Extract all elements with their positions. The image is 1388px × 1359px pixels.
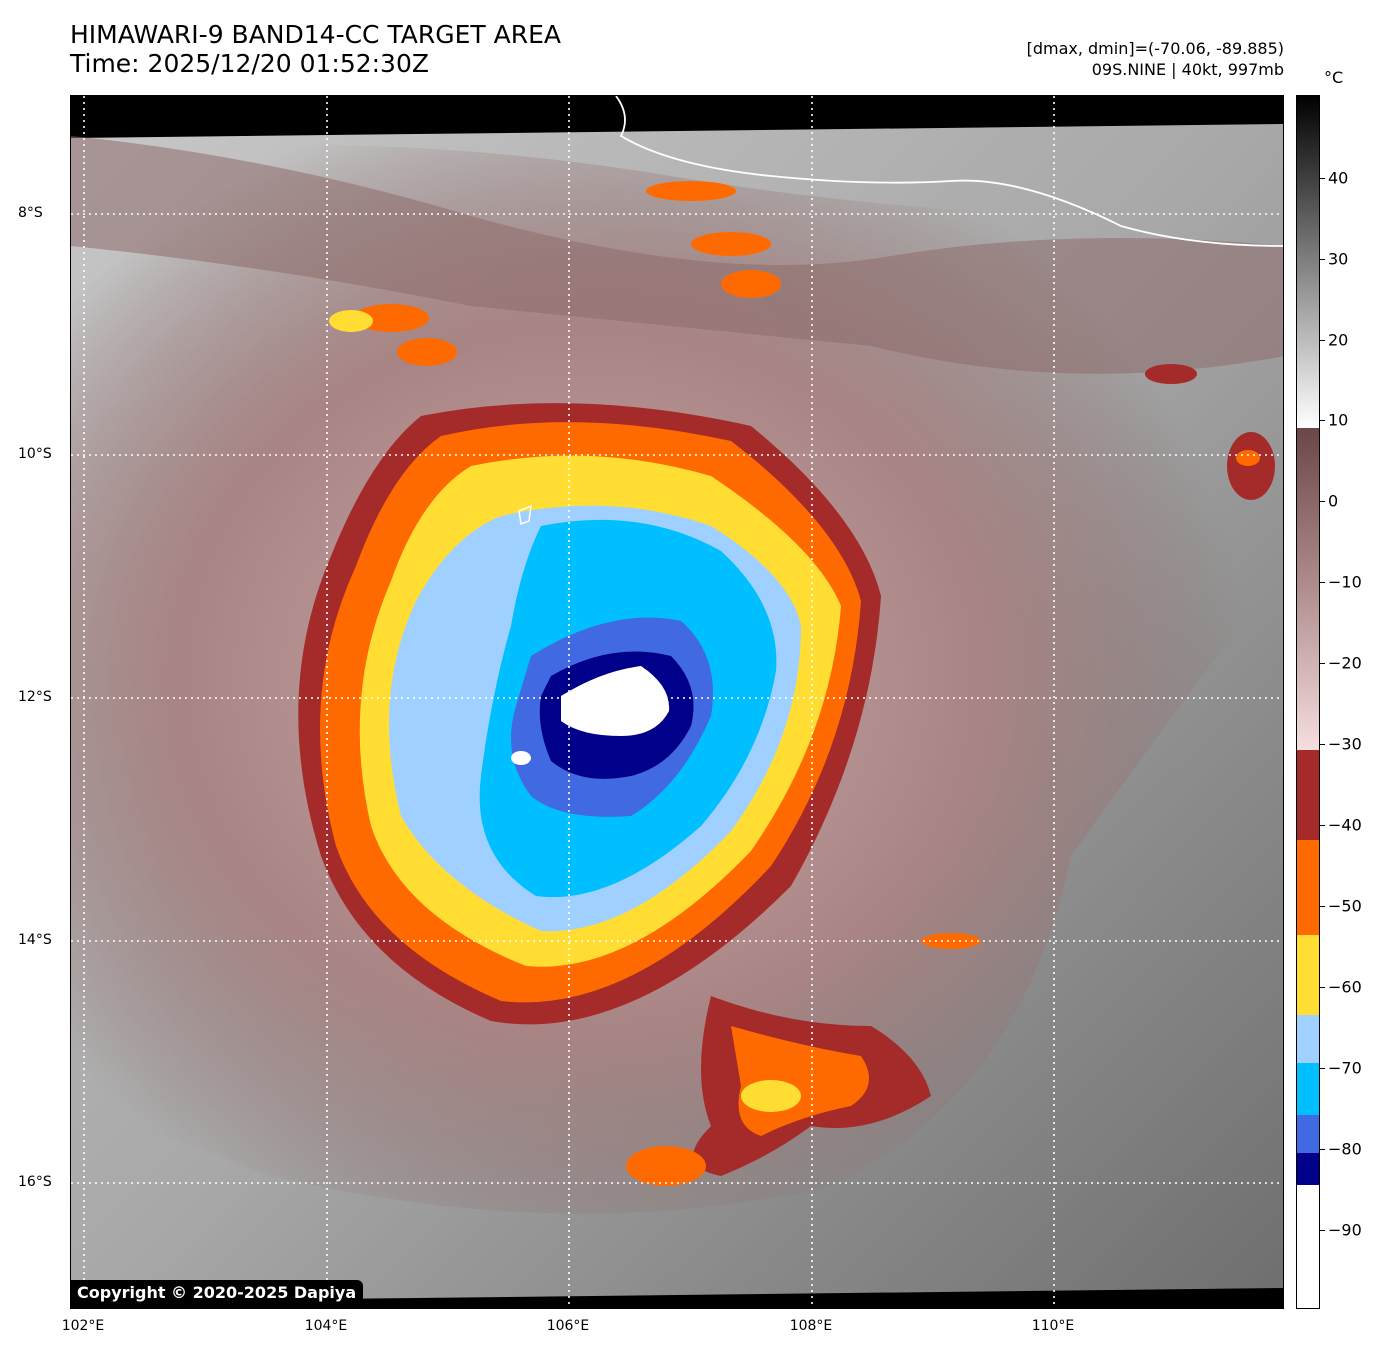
colorbar-cyan bbox=[1297, 1063, 1319, 1115]
cold-spot bbox=[511, 751, 531, 765]
colorbar-white bbox=[1297, 1185, 1319, 1308]
colorbar-orange bbox=[1297, 840, 1319, 935]
colorbar-tickmark bbox=[1320, 987, 1325, 988]
lat-label: 16°S bbox=[18, 1174, 52, 1190]
lon-label: 106°E bbox=[546, 1318, 590, 1334]
colorbar-tickmark bbox=[1320, 582, 1325, 583]
satellite-svg bbox=[71, 96, 1283, 1308]
colorbar-tick: −80 bbox=[1328, 1139, 1362, 1159]
lat-label: 12°S bbox=[18, 689, 52, 705]
island-outline bbox=[518, 504, 532, 526]
colorbar-tickmark bbox=[1320, 744, 1325, 745]
colorbar-tick: −10 bbox=[1328, 572, 1362, 592]
copyright-badge: Copyright © 2020-2025 Dapiya bbox=[70, 1280, 364, 1305]
colorbar-tick: 10 bbox=[1328, 410, 1349, 430]
colorbar-tickmark bbox=[1320, 420, 1325, 421]
colorbar-tickmark bbox=[1320, 178, 1325, 179]
gridlines bbox=[71, 96, 1283, 1308]
lat-label: 14°S bbox=[18, 932, 52, 948]
colorbar-tick: −60 bbox=[1328, 977, 1362, 997]
colorbar-tick: −30 bbox=[1328, 734, 1362, 754]
northern-band bbox=[71, 136, 1283, 374]
colorbar-tickmark bbox=[1320, 259, 1325, 260]
colorbar-light-blue bbox=[1297, 1015, 1319, 1063]
title-line-1: HIMAWARI-9 BAND14-CC TARGET AREA bbox=[70, 20, 562, 49]
top-no-data bbox=[71, 96, 1283, 138]
colorbar-tick: −90 bbox=[1328, 1220, 1362, 1240]
lon-label: 104°E bbox=[304, 1318, 348, 1334]
colorbar-tickmark bbox=[1320, 663, 1325, 664]
colorbar-tick: 40 bbox=[1328, 168, 1349, 188]
colorbar-tickmark bbox=[1320, 1230, 1325, 1231]
lat-label: 8°S bbox=[18, 205, 43, 221]
storm-core bbox=[298, 403, 881, 1025]
band-minus-90 bbox=[561, 666, 670, 736]
lon-label: 102°E bbox=[61, 1318, 105, 1334]
coastline bbox=[615, 96, 1283, 247]
storm-info: [dmax, dmin]=(-70.06, -89.885) 09S.NINE … bbox=[1027, 38, 1284, 80]
colorbar-tick: 0 bbox=[1328, 491, 1339, 511]
colorbar-cloud-segment bbox=[1297, 428, 1319, 750]
colorbar-tickmark bbox=[1320, 906, 1325, 907]
colorbar-navy bbox=[1297, 1153, 1319, 1185]
bottom-no-data bbox=[71, 1288, 1283, 1308]
colorbar-svg bbox=[1297, 96, 1319, 1308]
colorbar-tick: −20 bbox=[1328, 653, 1362, 673]
colorbar-red bbox=[1297, 750, 1319, 840]
lon-label: 108°E bbox=[789, 1318, 833, 1334]
colorbar-warm-segment bbox=[1297, 96, 1319, 428]
colorbar-tick: 20 bbox=[1328, 330, 1349, 350]
lat-label: 10°S bbox=[18, 446, 52, 462]
colorbar-tickmark bbox=[1320, 1068, 1325, 1069]
colorbar-unit: °C bbox=[1324, 68, 1344, 87]
map-title: HIMAWARI-9 BAND14-CC TARGET AREA Time: 2… bbox=[70, 20, 561, 78]
colorbar-tick: −70 bbox=[1328, 1058, 1362, 1078]
colorbar-tickmark bbox=[1320, 340, 1325, 341]
colorbar-yellow bbox=[1297, 935, 1319, 1015]
colorbar bbox=[1296, 95, 1320, 1309]
title-line-2: Time: 2025/12/20 01:52:30Z bbox=[70, 49, 429, 78]
colorbar-tick: −50 bbox=[1328, 896, 1362, 916]
colorbar-royal-blue bbox=[1297, 1115, 1319, 1153]
range-text: [dmax, dmin]=(-70.06, -89.885) bbox=[1026, 39, 1284, 58]
satellite-image bbox=[70, 95, 1284, 1309]
colorbar-tick: −40 bbox=[1328, 815, 1362, 835]
colorbar-tickmark bbox=[1320, 501, 1325, 502]
storm-text: 09S.NINE | 40kt, 997mb bbox=[1091, 60, 1284, 79]
colorbar-tick: 30 bbox=[1328, 249, 1349, 269]
lon-label: 110°E bbox=[1031, 1318, 1075, 1334]
colorbar-tickmark bbox=[1320, 1149, 1325, 1150]
colorbar-tickmark bbox=[1320, 825, 1325, 826]
